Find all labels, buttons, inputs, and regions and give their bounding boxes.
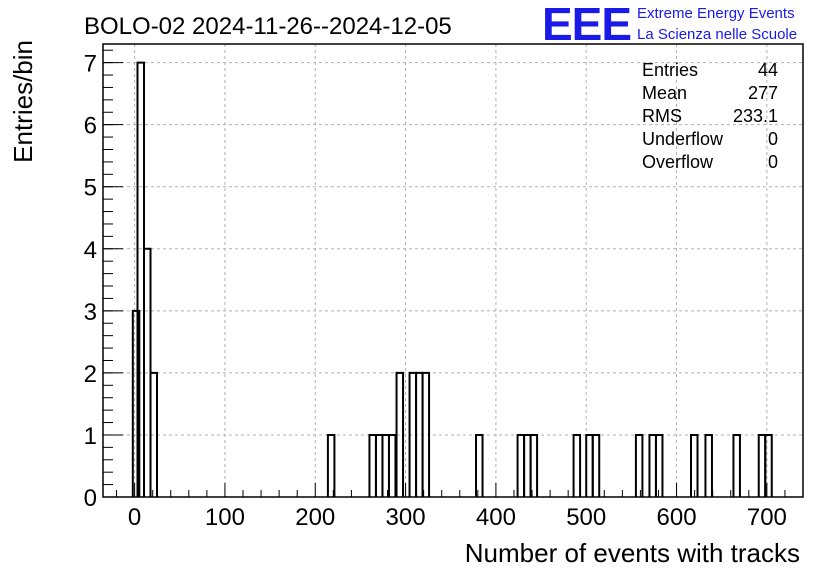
histogram-bin <box>572 433 582 497</box>
histogram-bin <box>690 433 699 497</box>
histogram-bin <box>732 433 741 497</box>
histogram-bin <box>149 371 159 497</box>
x-tick-label: 200 <box>295 504 335 531</box>
stats-box: Entries 44 Mean 277 RMS 233.1 Underflow 0 Overfl… <box>642 60 778 172</box>
histogram-bin <box>421 371 431 497</box>
x-tick-label: 100 <box>205 504 245 531</box>
y-tick-label: 2 <box>84 361 97 388</box>
histogram-bin <box>764 433 773 497</box>
stats-value: 277 <box>748 83 778 103</box>
stats-value: 233.1 <box>733 106 778 126</box>
histogram-bin <box>395 371 405 497</box>
y-tick-label: 6 <box>84 113 97 140</box>
y-tick-label: 1 <box>84 423 97 450</box>
y-axis-label: Entries/bin <box>8 40 38 163</box>
logo-line2: La Scienza nelle Scuole <box>637 26 797 43</box>
plot-frame <box>102 43 804 498</box>
stats-label: Entries <box>642 60 698 80</box>
histogram-bin <box>654 433 664 497</box>
stats-label: Underflow <box>642 129 724 149</box>
chart-title: BOLO-02 2024-11-26--2024-12-05 <box>84 13 452 40</box>
axis-ticks: 0 100 200 300 400 500 600 700 0 1 2 3 4 5 6 7 <box>84 49 787 531</box>
x-tick-label: 300 <box>386 504 426 531</box>
y-tick-label: 0 <box>84 485 97 512</box>
histogram-bin <box>131 309 141 497</box>
x-tick-label: 600 <box>657 504 697 531</box>
y-tick-label: 3 <box>84 299 97 326</box>
y-tick-label: 5 <box>84 175 97 202</box>
histogram-bin <box>387 433 397 497</box>
histogram-bin <box>529 433 539 497</box>
histogram-bin <box>634 433 644 497</box>
grid <box>103 44 803 498</box>
histogram-bin <box>704 433 713 497</box>
stats-value: 0 <box>768 129 778 149</box>
stats-label: RMS <box>642 106 682 126</box>
logo-line1: Extreme Energy Events <box>637 5 795 22</box>
stats-label: Overflow <box>642 152 714 172</box>
x-tick-label: 500 <box>566 504 606 531</box>
histogram-series <box>131 61 773 497</box>
x-tick-label: 700 <box>747 504 787 531</box>
logo-mark: EEE <box>542 0 631 50</box>
y-tick-label: 7 <box>84 51 97 78</box>
x-tick-label: 0 <box>128 504 141 531</box>
histogram-bin <box>475 433 484 497</box>
stats-label: Mean <box>642 83 687 103</box>
stats-value: 0 <box>768 152 778 172</box>
logo: EEE Extreme Energy Events La Scienza nel… <box>542 0 797 50</box>
y-tick-label: 4 <box>84 237 97 264</box>
stats-value: 44 <box>758 60 778 80</box>
histogram-bin <box>326 433 336 497</box>
histogram-bin <box>591 433 601 497</box>
x-tick-label: 400 <box>476 504 516 531</box>
x-axis-label: Number of events with tracks <box>465 538 800 568</box>
